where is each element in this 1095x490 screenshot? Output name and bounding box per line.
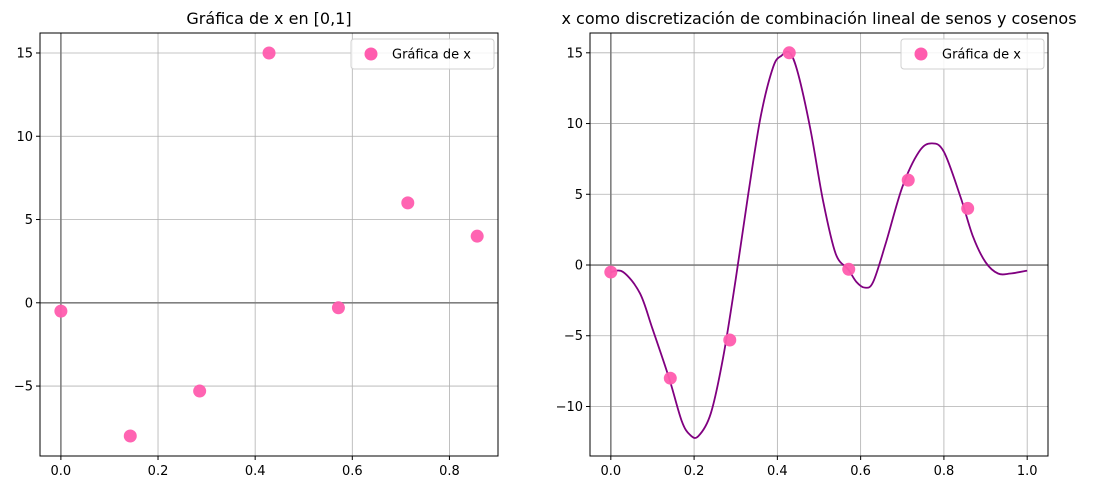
data-point	[193, 384, 207, 398]
scatter-panel: Gráfica de x en [0,1] 0.0 0.2 0.4 0.6 0.8 −5 0 5…	[14, 9, 499, 479]
x-tick-label: 0.8	[934, 464, 955, 479]
y-tick-label: 0	[25, 296, 33, 311]
legend-label: Gráfica de x	[942, 48, 1021, 63]
data-point	[961, 201, 975, 215]
data-point	[401, 196, 415, 210]
x-tick-label: 0.4	[245, 464, 266, 479]
x-tick-label: 0.2	[684, 464, 705, 479]
x-tick-label: 0.0	[51, 464, 72, 479]
plot-frame	[39, 32, 499, 457]
x-tick-label: 0.6	[850, 464, 871, 479]
data-point	[901, 173, 915, 187]
y-tick-label: −5	[564, 329, 583, 344]
x-tick-label: 0.8	[439, 464, 460, 479]
y-tick-label: 5	[25, 213, 33, 228]
legend-label: Gráfica de x	[392, 48, 471, 63]
legend: Gráfica de x	[900, 38, 1045, 70]
y-tick-label: −10	[556, 400, 583, 415]
x-tick-label: 0.4	[767, 464, 788, 479]
data-point	[123, 429, 137, 443]
legend: Gráfica de x	[350, 38, 495, 70]
legend-marker	[914, 47, 928, 61]
data-point	[842, 262, 856, 276]
chart-title: Gráfica de x en [0,1]	[186, 9, 351, 28]
y-tick-label: 15	[566, 46, 583, 61]
y-tick-label: −5	[14, 380, 33, 395]
series-line	[610, 50, 1028, 439]
y-tick-label: 10	[566, 117, 583, 132]
y-tick-label: 5	[575, 188, 583, 203]
data-point	[663, 371, 677, 385]
data-point	[723, 333, 737, 347]
legend-marker	[364, 47, 378, 61]
x-tick-label: 0.6	[342, 464, 363, 479]
data-point	[54, 304, 68, 318]
x-tick-label: 0.0	[600, 464, 621, 479]
y-tick-label: 10	[16, 130, 33, 145]
data-point	[782, 46, 796, 60]
y-tick-label: 15	[16, 46, 33, 61]
data-point	[262, 46, 276, 60]
legend-box	[900, 38, 1045, 70]
plot-frame	[589, 32, 1049, 457]
legend-box	[350, 38, 495, 70]
data-point	[470, 229, 484, 243]
x-tick-label: 1.0	[1017, 464, 1038, 479]
y-tick-label: 0	[575, 259, 583, 274]
line-panel: x como discretización de combinación lin…	[556, 9, 1077, 479]
data-point	[331, 301, 345, 315]
data-point	[604, 265, 618, 279]
chart-title: x como discretización de combinación lin…	[561, 9, 1076, 28]
x-tick-label: 0.2	[148, 464, 169, 479]
